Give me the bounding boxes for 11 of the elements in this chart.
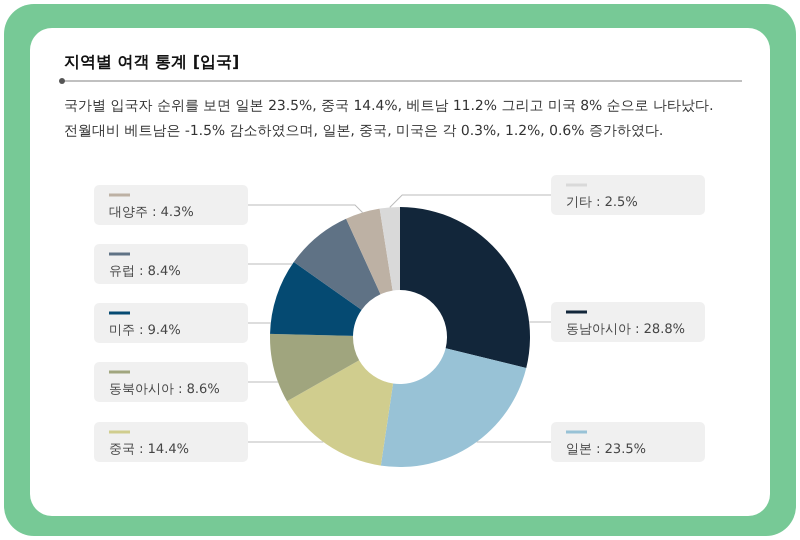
data-label: 미주 : 9.4%	[109, 323, 181, 338]
annotation: 전월대비 베트남은 -1.5% 감소하였으며, 일본, 중국, 미국은 각 0.3%, 1.2%, 0.6% 증가하였다.	[64, 123, 664, 139]
data-label: 일본 : 23.5%	[566, 442, 646, 457]
title: 지역별 여객 통계 [입국]	[64, 52, 240, 71]
data-label: 대양주 : 4.3%	[109, 205, 194, 220]
data-label: 동남아시아 : 28.8%	[566, 322, 685, 337]
subtitle: 국가별 입국자 순위를 보면 일본 23.5%, 중국 14.4%, 베트남 11.2% 그리고 미국 8% 순으로 나타났다.	[64, 98, 714, 114]
data-label: 중국 : 14.4%	[109, 442, 189, 457]
data-label: 기타 : 2.5%	[566, 195, 638, 210]
data-label: 동북아시아 : 8.6%	[109, 382, 220, 397]
data-label: 유럽 : 8.4%	[109, 264, 181, 279]
